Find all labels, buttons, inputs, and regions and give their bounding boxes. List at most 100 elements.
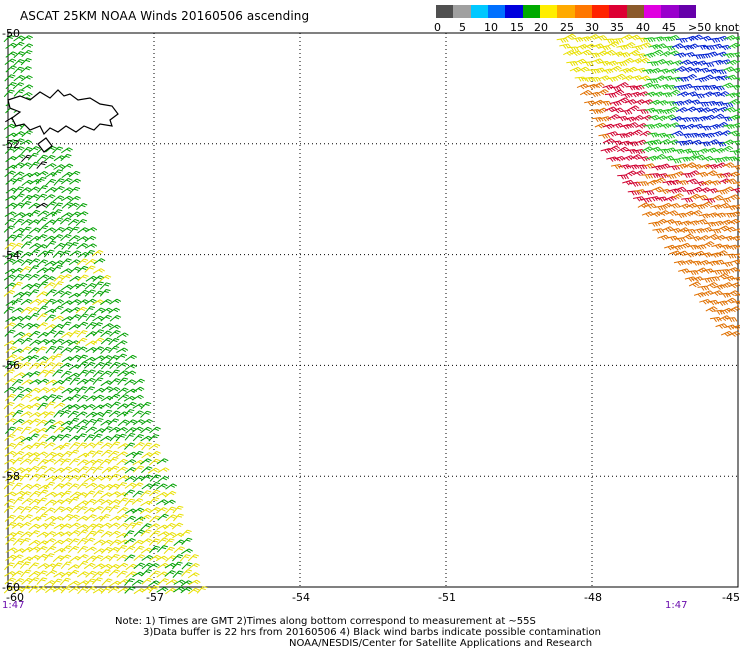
- wind-barb: [12, 258, 25, 265]
- wind-barb-shape: [43, 411, 56, 419]
- wind-barb-shape: [180, 586, 193, 594]
- wind-barb-shape: [651, 49, 664, 56]
- wind-barb-shape: [681, 66, 694, 73]
- wind-barb-shape: [91, 577, 103, 585]
- wind-barb: [76, 321, 89, 329]
- wind-barb: [43, 249, 55, 258]
- wind-barb-shape: [616, 82, 629, 88]
- wind-barb-shape: [85, 227, 98, 233]
- wind-barb: [125, 522, 137, 530]
- wind-barb: [665, 101, 677, 107]
- wind-barb: [148, 580, 161, 587]
- wind-barb: [636, 37, 649, 43]
- wind-barb-shape: [108, 553, 120, 562]
- wind-barb: [28, 347, 40, 354]
- wind-barb-shape: [101, 539, 113, 546]
- wind-barb-shape: [691, 276, 704, 282]
- wind-barb: [682, 189, 695, 195]
- wind-barb-shape: [124, 586, 136, 594]
- wind-barb-shape: [107, 456, 119, 465]
- wind-barb: [85, 395, 98, 402]
- wind-barb-shape: [37, 378, 50, 385]
- wind-barb: [37, 489, 49, 498]
- wind-barb: [101, 578, 113, 586]
- wind-barb-shape: [44, 324, 57, 330]
- wind-barb: [696, 194, 709, 201]
- wind-barb: [45, 586, 57, 594]
- wind-barb: [44, 499, 57, 507]
- wind-barb: [100, 435, 112, 442]
- wind-barb: [75, 346, 88, 353]
- wind-barb: [710, 204, 723, 210]
- wind-barb-shape: [85, 258, 97, 266]
- wind-barb: [51, 395, 63, 403]
- wind-barb: [12, 403, 25, 410]
- wind-barb-shape: [13, 490, 26, 497]
- wind-barb-shape: [13, 193, 25, 201]
- wind-barb-shape: [4, 322, 16, 329]
- wind-barb-shape: [45, 201, 57, 209]
- wind-barb-shape: [93, 428, 106, 435]
- latitude-label: -58: [2, 470, 20, 484]
- wind-barb: [693, 292, 707, 298]
- wind-barb: [678, 268, 691, 274]
- wind-barb: [681, 83, 694, 90]
- wind-barb: [44, 314, 56, 322]
- wind-barb-shape: [84, 476, 96, 483]
- wind-barb: [720, 261, 734, 268]
- wind-barb: [28, 312, 40, 321]
- wind-barb: [29, 473, 41, 481]
- wind-barb: [668, 165, 680, 171]
- wind-barb-shape: [92, 377, 104, 385]
- wind-barb-shape: [61, 242, 72, 250]
- wind-barb: [68, 545, 80, 553]
- wind-barb-shape: [649, 99, 662, 106]
- wind-barb: [149, 474, 161, 482]
- wind-barb-shape: [609, 86, 622, 92]
- wind-barb: [37, 210, 50, 217]
- wind-barb: [92, 329, 105, 337]
- wind-barb: [53, 523, 66, 530]
- wind-barb-shape: [29, 418, 41, 426]
- wind-barb-shape: [69, 354, 82, 362]
- wind-barb-shape: [706, 260, 719, 267]
- wind-barb: [149, 506, 161, 514]
- wind-barb: [93, 281, 104, 290]
- wind-barb: [599, 116, 612, 122]
- wind-barb: [60, 308, 73, 315]
- wind-barb-shape: [29, 396, 42, 403]
- wind-barb: [4, 146, 16, 155]
- wind-barb-shape: [149, 474, 161, 482]
- wind-barb-shape: [697, 67, 711, 74]
- wind-barb: [84, 265, 96, 273]
- wind-barb: [706, 299, 720, 306]
- wind-barb: [604, 92, 617, 99]
- wind-barb: [92, 466, 104, 474]
- wind-barb: [13, 441, 25, 450]
- wind-barb: [720, 307, 733, 314]
- wind-barb-shape: [29, 235, 41, 243]
- wind-barb-shape: [570, 50, 583, 57]
- wind-barb: [679, 44, 693, 51]
- wind-barb: [625, 148, 638, 155]
- wind-barb-shape: [627, 164, 640, 170]
- wind-barb-shape: [13, 186, 24, 194]
- wind-barb: [107, 456, 119, 465]
- wind-barb: [51, 234, 64, 241]
- wind-barb-shape: [44, 538, 57, 545]
- wind-barb-shape: [141, 442, 152, 451]
- wind-barb-shape: [724, 74, 738, 81]
- wind-barb-shape: [731, 324, 740, 331]
- wind-barb-shape: [100, 330, 112, 338]
- wind-barb: [19, 361, 32, 369]
- wind-barb: [124, 554, 136, 562]
- wind-barb-shape: [108, 505, 120, 513]
- wind-barb-shape: [630, 75, 643, 81]
- wind-barb-shape: [657, 68, 671, 75]
- wind-barb-shape: [5, 51, 18, 58]
- wind-barb-shape: [717, 225, 730, 232]
- wind-barb-shape: [631, 58, 644, 64]
- wind-barb-shape: [12, 362, 23, 370]
- wind-barb: [28, 330, 41, 338]
